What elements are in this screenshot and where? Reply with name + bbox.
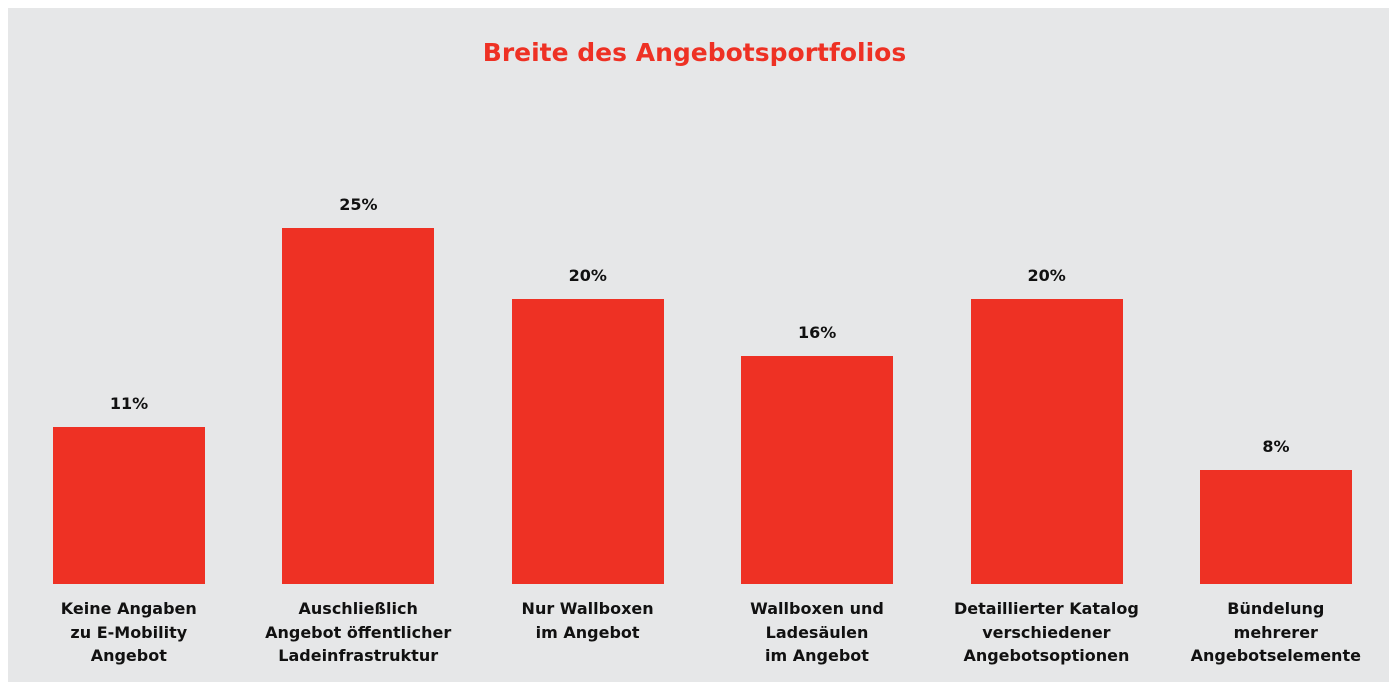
x-tick-label: Nur Wallboxen im Angebot [521,599,654,642]
bar [1200,470,1352,584]
value-label: 25% [339,195,378,214]
bar [741,356,894,584]
x-tick-label: Detaillierter Katalog verschiedener Ange… [953,599,1139,665]
value-label: 8% [1262,437,1290,457]
value-label: 20% [568,266,607,286]
x-tick-label: Bündelung mehrerer Angebotselemente [1190,599,1361,665]
chart-title: Breite des Angebotsportfolios [482,38,907,67]
bar [511,299,664,584]
chart-panel [8,8,1389,682]
bar [53,427,205,584]
value-label: 16% [798,323,837,343]
bar [970,299,1123,584]
x-tick-label: Auschließlich Angebot öffentlicher Ladei… [265,599,452,665]
x-tick-label: Keine Angaben zu E-Mobility Angebot [60,599,197,665]
bar [282,228,435,584]
value-label: 20% [1027,266,1066,286]
x-tick-label: Wallboxen und Ladesäulen im Angebot [750,599,884,665]
value-label: 11% [109,394,149,414]
